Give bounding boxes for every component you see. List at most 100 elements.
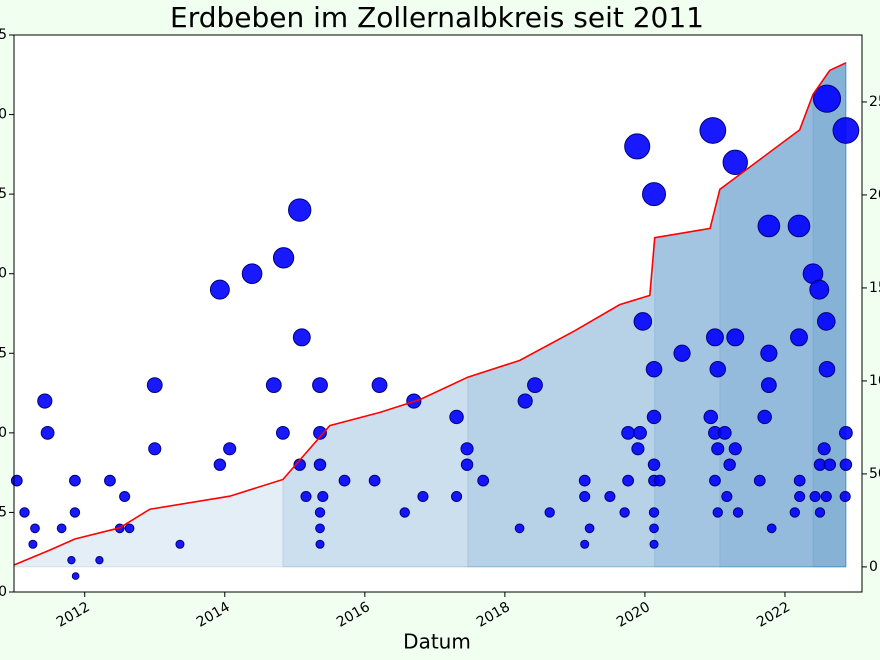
quake-point: [818, 360, 836, 378]
quake-point: [787, 214, 811, 238]
cumulative-line: [13, 62, 847, 566]
quake-point: [633, 425, 647, 440]
quake-point: [624, 133, 651, 160]
axes-frame: [13, 34, 863, 593]
quake-point: [839, 490, 851, 503]
quake-point: [722, 149, 748, 175]
x-axis-label: Datum: [403, 630, 471, 654]
quake-point: [275, 425, 290, 440]
quake-point: [820, 490, 832, 503]
quake-point: [817, 312, 836, 331]
quake-point: [451, 490, 463, 503]
quake-point: [766, 523, 777, 534]
quake-point: [517, 393, 533, 409]
quake-point: [95, 555, 104, 565]
quake-point: [622, 474, 634, 487]
quake-point: [726, 328, 745, 347]
quake-point: [28, 539, 38, 549]
quake-point: [460, 458, 474, 471]
quake-point: [417, 490, 429, 503]
y-tick-label: 1.5: [0, 345, 7, 361]
quake-point: [699, 117, 727, 144]
quake-point: [104, 474, 116, 487]
quake-point: [794, 490, 806, 503]
quake-point: [527, 377, 543, 394]
quake-point: [812, 84, 842, 113]
quake-point: [732, 507, 744, 518]
y-tick-label: 3.0: [0, 107, 7, 123]
quake-point: [717, 425, 732, 440]
quake-point: [757, 214, 781, 238]
quake-point: [711, 442, 725, 456]
quake-point: [300, 490, 312, 503]
quake-point: [580, 539, 590, 549]
quake-point: [56, 523, 67, 534]
quake-point: [71, 572, 80, 580]
x-tick-label: 2018: [474, 599, 513, 631]
quake-point: [793, 474, 806, 487]
quake-point: [315, 523, 325, 534]
quake-point: [642, 182, 667, 207]
quake-point: [721, 490, 733, 503]
quake-point: [633, 312, 653, 331]
quake-point: [728, 442, 742, 456]
quake-point: [119, 490, 131, 503]
quake-point: [709, 360, 727, 378]
chart-title: Erdbeben im Zollernalbkreis seit 2011: [170, 1, 704, 34]
quake-point: [604, 490, 616, 503]
quake-point: [673, 344, 691, 362]
x-tick-label: 2012: [54, 599, 93, 631]
quake-point: [789, 507, 800, 518]
quake-point: [706, 328, 724, 347]
quake-point: [399, 507, 410, 518]
quake-point: [653, 474, 666, 487]
y-tick-label: 2.0: [0, 266, 7, 282]
quake-point: [649, 539, 659, 549]
x-tick-label: 2014: [194, 599, 233, 631]
quake-point: [146, 377, 163, 394]
quake-point: [579, 490, 591, 503]
quake-point: [712, 507, 723, 518]
quake-point: [175, 539, 185, 549]
quake-point: [338, 474, 351, 487]
quake-point: [368, 474, 381, 487]
quake-point: [449, 409, 464, 425]
quake-point: [40, 425, 55, 440]
y-tick-label: 3.5: [0, 27, 7, 43]
quake-point: [223, 442, 237, 456]
x-tick-label: 2022: [754, 599, 793, 631]
x-tick-label: 2016: [334, 599, 373, 631]
quake-point: [69, 507, 81, 518]
quake-point: [760, 344, 778, 362]
quake-point: [37, 393, 53, 409]
quake-point: [645, 360, 663, 378]
quake-point: [753, 474, 766, 487]
quake-point: [148, 442, 162, 456]
quake-point: [292, 328, 311, 347]
quake-point: [584, 523, 595, 534]
quake-point: [288, 198, 312, 222]
quake-point: [703, 409, 718, 425]
quake-point: [832, 117, 860, 144]
quake-point: [30, 523, 40, 534]
quake-point: [814, 507, 826, 518]
quake-point: [315, 539, 325, 549]
quake-point: [67, 555, 76, 565]
y2-tick-label: 150: [869, 280, 880, 296]
quake-point: [265, 377, 282, 394]
quake-point: [647, 458, 661, 471]
y-tick-label: 1.0: [0, 425, 7, 441]
y2-tick-label: 100: [869, 373, 880, 389]
y-tick-label: 2.5: [0, 186, 7, 202]
quake-point: [514, 523, 525, 534]
quake-point: [313, 425, 327, 440]
y2-tick-label: 0: [869, 559, 878, 575]
y-tick-label: 0.0: [0, 584, 7, 600]
quake-point: [10, 474, 23, 487]
quake-point: [272, 247, 295, 269]
quake-point: [621, 425, 636, 440]
quake-point: [809, 490, 821, 503]
quake-point: [760, 377, 777, 394]
quake-point: [460, 442, 474, 456]
